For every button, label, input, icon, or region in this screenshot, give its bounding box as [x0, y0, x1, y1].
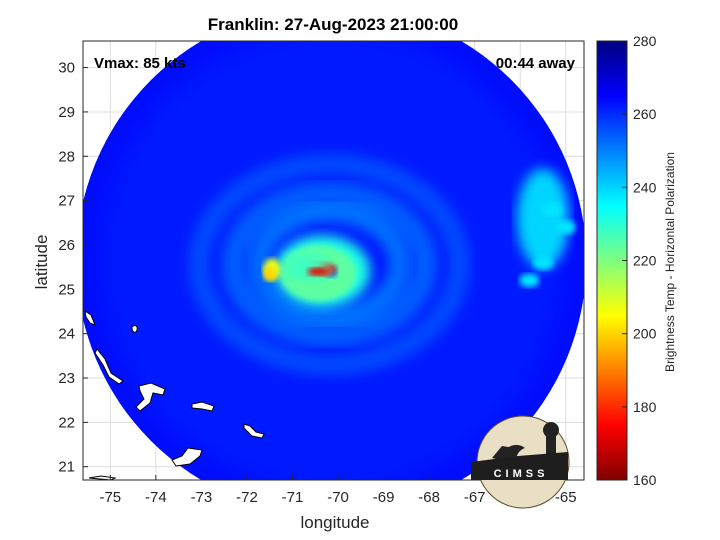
western-hotspot — [263, 266, 276, 281]
colorbar-tick-label: 200 — [633, 326, 657, 342]
time-away-annotation: 00:44 away — [496, 55, 576, 72]
y-tick-label: 26 — [58, 237, 75, 254]
inner-band — [284, 253, 329, 282]
y-tick-label: 29 — [58, 104, 75, 121]
x-tick-label: -71 — [282, 489, 304, 506]
colorbar-tick-label: 220 — [633, 253, 657, 269]
outer-band-east — [517, 168, 570, 269]
y-tick-label: 24 — [58, 326, 75, 343]
colorbar-tick-label: 180 — [633, 399, 657, 415]
coastline — [94, 348, 124, 385]
convective-cell — [533, 255, 554, 270]
colorbar-ticks: 160 180 200 220 240 260 280 — [622, 33, 657, 488]
x-tick-label: -68 — [418, 489, 440, 506]
x-tick-label: -72 — [236, 489, 258, 506]
convective-cell — [519, 273, 540, 288]
cimss-logo: CIMSS — [471, 415, 570, 509]
coastline — [243, 423, 265, 439]
y-tick-label: 25 — [58, 281, 75, 298]
coastlines — [84, 309, 265, 480]
x-tick-label: -70 — [327, 489, 349, 506]
coastline — [84, 309, 96, 326]
y-tick-label: 22 — [58, 414, 75, 431]
x-tick-label: -74 — [145, 489, 167, 506]
coastline — [191, 401, 215, 412]
coastline — [171, 447, 203, 467]
microwave-swath — [83, 41, 584, 480]
y-axis-label: latitude — [32, 235, 51, 290]
y-axis: 21 22 23 24 25 26 27 28 29 30 — [58, 60, 88, 476]
rain-band — [249, 202, 410, 327]
y-tick-label: 21 — [58, 459, 75, 476]
y-tick-label: 30 — [58, 60, 75, 77]
x-tick-label: -75 — [99, 489, 121, 506]
coastline — [88, 475, 117, 480]
colorbar-tick-label: 160 — [633, 472, 657, 488]
rain-band — [188, 153, 471, 376]
y-tick-label: 27 — [58, 193, 75, 210]
coastline — [135, 382, 166, 412]
water-tower-icon — [546, 430, 556, 470]
x-tick-label: -65 — [555, 489, 577, 506]
colorbar-tick-label: 240 — [633, 179, 657, 195]
colorbar-tick-label: 280 — [633, 33, 657, 49]
y-tick-label: 23 — [58, 370, 75, 387]
x-tick-label: -73 — [191, 489, 213, 506]
chart-title: Franklin: 27-Aug-2023 21:00:00 — [208, 15, 458, 34]
convective-cell — [555, 220, 576, 235]
vmax-annotation: Vmax: 85 kts — [94, 55, 186, 72]
x-axis-label: longitude — [300, 513, 369, 532]
rain-band — [221, 181, 438, 348]
colorbar-label: Brightness Temp - Horizontal Polarizatio… — [663, 152, 677, 372]
x-tick-label: -67 — [464, 489, 486, 506]
coastline — [131, 325, 138, 333]
colorbar-tick-label: 260 — [633, 106, 657, 122]
swath-outer-ring — [83, 41, 584, 480]
logo-text: CIMSS — [494, 468, 549, 480]
eyewall-hotspot — [307, 267, 328, 276]
x-tick-label: -69 — [373, 489, 395, 506]
axes-frame — [82, 40, 585, 481]
convective-cell — [542, 202, 563, 217]
y-tick-label: 28 — [58, 148, 75, 165]
